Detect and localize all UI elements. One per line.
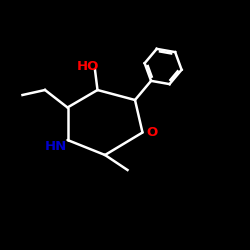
Text: HN: HN [45,140,68,153]
Text: HO: HO [76,60,99,73]
Text: O: O [146,126,158,139]
